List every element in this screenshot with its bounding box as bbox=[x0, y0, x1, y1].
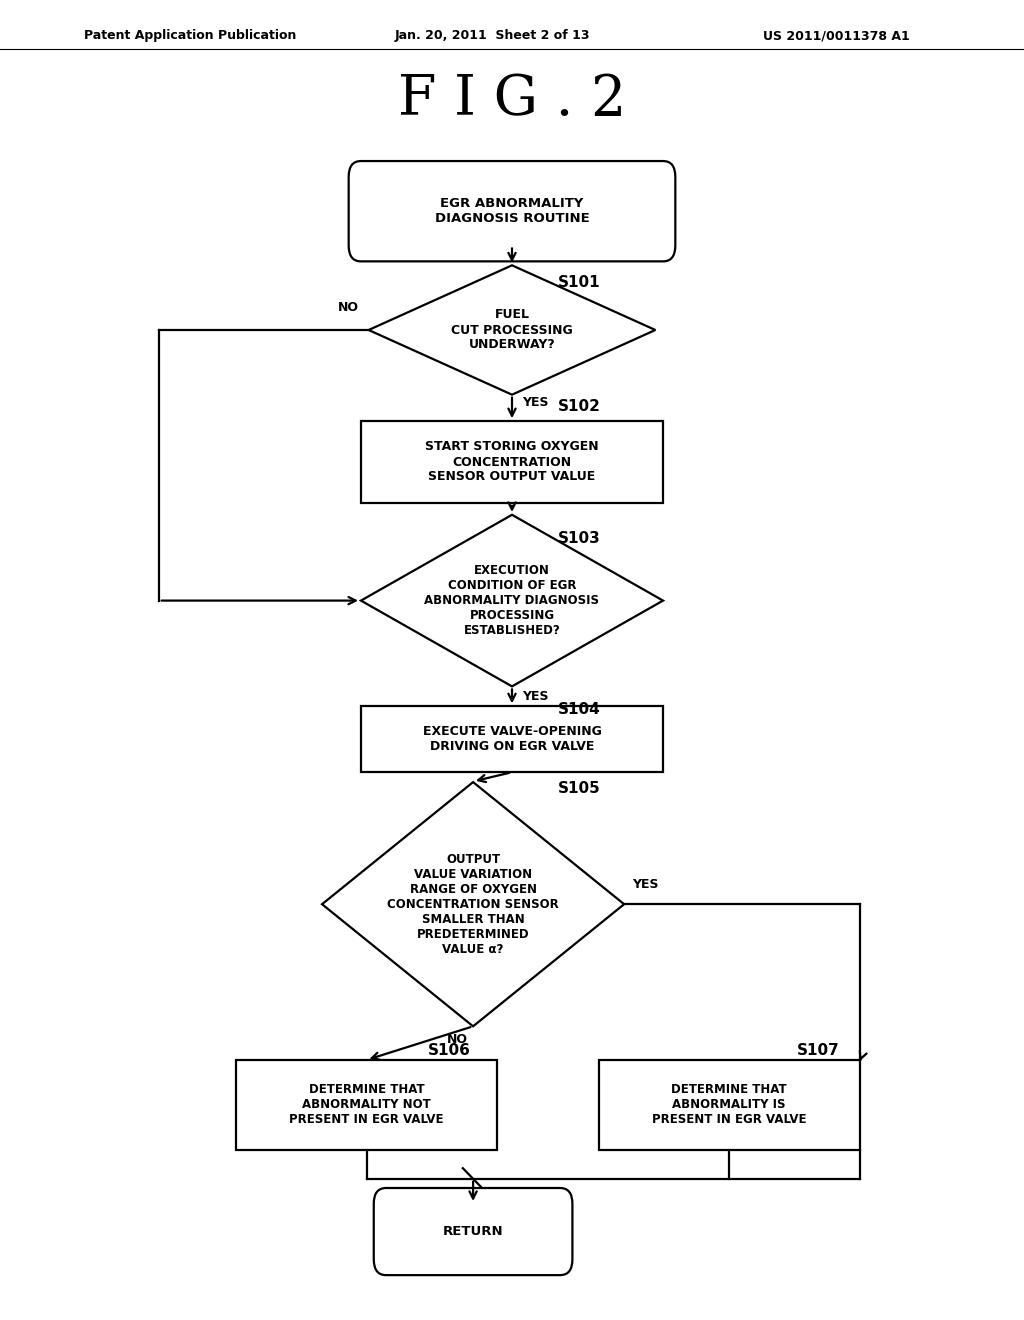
Text: DETERMINE THAT
ABNORMALITY NOT
PRESENT IN EGR VALVE: DETERMINE THAT ABNORMALITY NOT PRESENT I… bbox=[290, 1084, 443, 1126]
Text: S105: S105 bbox=[558, 781, 601, 796]
Text: S101: S101 bbox=[558, 275, 601, 289]
Text: Jan. 20, 2011  Sheet 2 of 13: Jan. 20, 2011 Sheet 2 of 13 bbox=[394, 29, 590, 42]
Text: S104: S104 bbox=[558, 702, 601, 717]
Text: EGR ABNORMALITY
DIAGNOSIS ROUTINE: EGR ABNORMALITY DIAGNOSIS ROUTINE bbox=[434, 197, 590, 226]
Text: YES: YES bbox=[633, 878, 658, 891]
Bar bbox=[361, 706, 664, 772]
FancyBboxPatch shape bbox=[348, 161, 676, 261]
Polygon shape bbox=[361, 515, 664, 686]
Text: S102: S102 bbox=[558, 399, 601, 413]
Text: START STORING OXYGEN
CONCENTRATION
SENSOR OUTPUT VALUE: START STORING OXYGEN CONCENTRATION SENSO… bbox=[425, 441, 599, 483]
Text: S106: S106 bbox=[428, 1043, 471, 1057]
Polygon shape bbox=[322, 781, 625, 1027]
Polygon shape bbox=[369, 265, 655, 395]
Text: US 2011/0011378 A1: US 2011/0011378 A1 bbox=[763, 29, 909, 42]
Bar bbox=[236, 1060, 498, 1150]
Bar bbox=[361, 421, 664, 503]
Text: YES: YES bbox=[522, 396, 549, 409]
Text: S103: S103 bbox=[558, 531, 601, 545]
Text: F I G . 2: F I G . 2 bbox=[397, 73, 627, 127]
Text: S107: S107 bbox=[797, 1043, 840, 1057]
Bar bbox=[598, 1060, 860, 1150]
Text: DETERMINE THAT
ABNORMALITY IS
PRESENT IN EGR VALVE: DETERMINE THAT ABNORMALITY IS PRESENT IN… bbox=[652, 1084, 806, 1126]
Text: Patent Application Publication: Patent Application Publication bbox=[84, 29, 296, 42]
Text: EXECUTE VALVE-OPENING
DRIVING ON EGR VALVE: EXECUTE VALVE-OPENING DRIVING ON EGR VAL… bbox=[423, 725, 601, 754]
Text: YES: YES bbox=[522, 690, 549, 704]
Text: NO: NO bbox=[446, 1032, 468, 1045]
Text: RETURN: RETURN bbox=[442, 1225, 504, 1238]
Text: OUTPUT
VALUE VARIATION
RANGE OF OXYGEN
CONCENTRATION SENSOR
SMALLER THAN
PREDETE: OUTPUT VALUE VARIATION RANGE OF OXYGEN C… bbox=[387, 853, 559, 956]
Text: FUEL
CUT PROCESSING
UNDERWAY?: FUEL CUT PROCESSING UNDERWAY? bbox=[452, 309, 572, 351]
Text: NO: NO bbox=[337, 301, 358, 314]
Text: EXECUTION
CONDITION OF EGR
ABNORMALITY DIAGNOSIS
PROCESSING
ESTABLISHED?: EXECUTION CONDITION OF EGR ABNORMALITY D… bbox=[425, 564, 599, 638]
FancyBboxPatch shape bbox=[374, 1188, 572, 1275]
